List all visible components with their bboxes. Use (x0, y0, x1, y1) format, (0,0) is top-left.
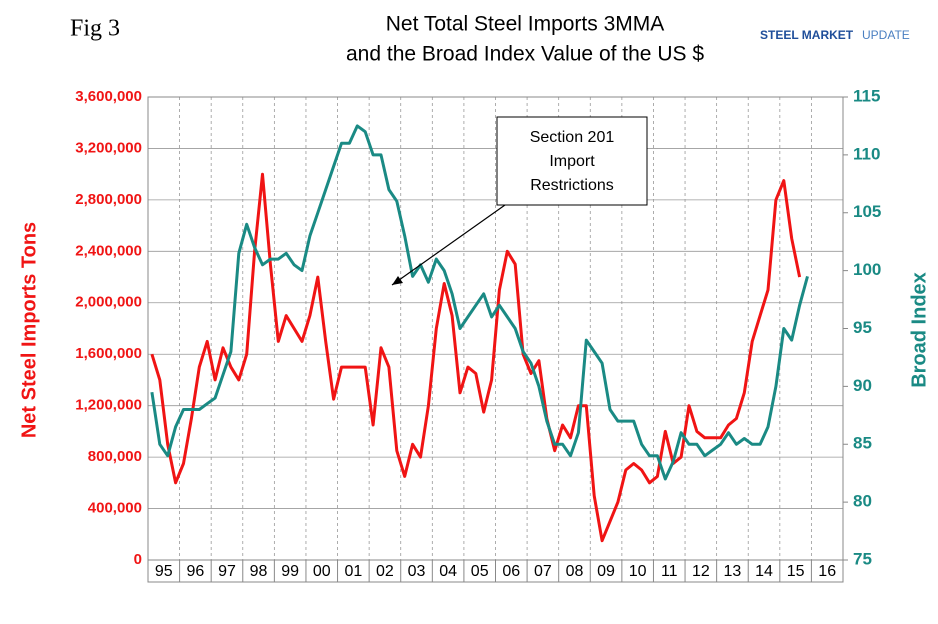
x-tick-label: 10 (629, 563, 647, 580)
x-tick-label: 09 (597, 563, 615, 580)
x-tick-label: 97 (218, 563, 236, 580)
logo: STEEL MARKET (760, 28, 854, 42)
x-tick-label: 98 (250, 563, 268, 580)
x-tick-label: 96 (186, 563, 204, 580)
y-tick-label: 2,400,000 (75, 242, 142, 259)
y2-tick-label: 85 (853, 434, 872, 453)
logo: UPDATE (862, 28, 910, 42)
x-tick-label: 01 (344, 563, 362, 580)
arrow-head (392, 276, 403, 285)
figure-label: Fig 3 (70, 16, 120, 42)
y-tick-label: 400,000 (88, 500, 142, 517)
x-tick-label: 11 (661, 563, 678, 580)
y-tick-label: 0 (134, 551, 142, 568)
y-tick-label: 3,600,000 (75, 88, 142, 105)
y2-tick-label: 115 (853, 86, 880, 105)
y2-tick-label: 100 (853, 260, 881, 279)
x-tick-label: 08 (566, 563, 584, 580)
x-tick-label: 16 (818, 563, 836, 580)
x-tick-label: 03 (408, 563, 426, 580)
y-tick-label: 1,200,000 (75, 397, 142, 414)
series-line (150, 124, 809, 481)
annotation: Section 201 Import Restrictions (391, 116, 648, 286)
y2-tick-label: 95 (853, 318, 872, 337)
chart-title: Net Total Steel Imports 3MMA (386, 13, 665, 36)
y2-axis-title: Broad Index (908, 272, 930, 388)
annotation-arrow (391, 204, 506, 286)
x-axis-box (147, 559, 844, 583)
annotation-text: Import (549, 153, 595, 170)
x-tick-label: 04 (439, 563, 457, 580)
x-tick-label: 15 (787, 563, 805, 580)
y2-tick-label: 105 (853, 202, 881, 221)
y2-tick-label: 75 (853, 549, 872, 568)
y-tick-label: 3,200,000 (75, 139, 142, 156)
y-tick-label: 800,000 (88, 448, 142, 465)
x-tick-label: 99 (281, 563, 299, 580)
x-tick-label: 95 (155, 563, 173, 580)
x-tick-label: 14 (755, 563, 773, 580)
y-tick-label: 2,800,000 (75, 191, 142, 208)
x-tick-label: 07 (534, 563, 552, 580)
y-axis-title: Net Steel Imports Tons (18, 222, 40, 438)
y-tick-label: 1,600,000 (75, 345, 142, 362)
y2-tick-label: 80 (853, 492, 872, 511)
series-line (150, 172, 802, 543)
chart-title: and the Broad Index Value of the US $ (346, 43, 704, 66)
x-tick-label: 02 (376, 563, 394, 580)
x-tick-label: 12 (692, 563, 710, 580)
x-tick-label: 13 (724, 563, 742, 580)
y-tick-label: 2,000,000 (75, 294, 142, 311)
x-tick-label: 06 (502, 563, 520, 580)
annotation-text: Section 201 (530, 129, 615, 146)
annotation-text: Restrictions (530, 177, 614, 194)
y2-tick-label: 90 (853, 376, 872, 395)
plot-area: 0 400,000 800,000 1,200,000 1,600,000 2,000,0… (75, 86, 881, 582)
annotation-box (496, 116, 648, 206)
x-tick-label: 05 (471, 563, 489, 580)
y2-tick-label: 110 (853, 144, 880, 163)
x-tick-label: 00 (313, 563, 331, 580)
